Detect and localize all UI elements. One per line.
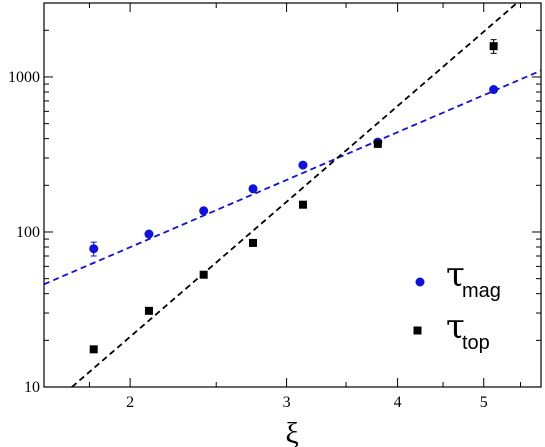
- legend: τ mag τ top: [413, 255, 501, 354]
- fit-lines-layer: [44, 3, 541, 387]
- legend-marker-top: [413, 326, 422, 335]
- data-point-mag: [199, 206, 209, 216]
- fit-line-mag: [44, 69, 541, 286]
- plot-border: [43, 2, 542, 388]
- plot-frame: [43, 2, 542, 388]
- x-tick-label: 3: [283, 394, 291, 411]
- y-tick-label: 10: [24, 379, 40, 396]
- legend-marker-mag: [415, 277, 425, 287]
- x-tick-label: 5: [480, 394, 488, 411]
- data-point-top: [489, 42, 498, 51]
- data-point-top: [298, 200, 307, 209]
- data-point-top: [199, 270, 208, 279]
- legend-subscript-top: top: [462, 332, 490, 354]
- legend-symbol-mag: τ: [446, 255, 465, 295]
- data-points-layer: [89, 39, 499, 354]
- x-axis-label: ξ: [285, 417, 298, 447]
- x-tick-label: 4: [394, 394, 402, 411]
- data-point-top: [144, 306, 153, 315]
- x-tick-label: 2: [126, 394, 134, 411]
- y-tick-label: 100: [16, 224, 40, 241]
- data-point-top: [249, 238, 258, 247]
- data-point-mag: [489, 85, 499, 95]
- legend-subscript-mag: mag: [462, 280, 501, 302]
- data-point-mag: [298, 160, 308, 170]
- axis-ticks-layer: 10 100 1000 2 3 4 5: [8, 3, 541, 411]
- data-point-mag: [144, 229, 154, 239]
- legend-symbol-top: τ: [446, 307, 465, 347]
- y-tick-label: 1000: [8, 69, 40, 86]
- fit-line-top: [71, 3, 518, 387]
- data-point-top: [373, 139, 382, 148]
- data-point-top: [89, 345, 98, 354]
- data-point-mag: [89, 244, 99, 254]
- data-point-mag: [248, 184, 258, 194]
